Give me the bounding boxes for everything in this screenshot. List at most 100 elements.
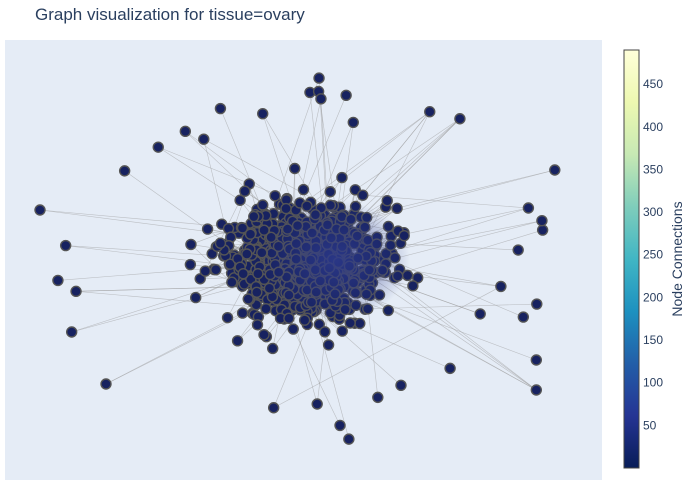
graph-node[interactable]: [324, 186, 336, 198]
graph-node[interactable]: [236, 307, 249, 319]
graph-node[interactable]: [340, 89, 352, 101]
graph-node[interactable]: [512, 244, 524, 256]
graph-node[interactable]: [234, 194, 246, 206]
graph-edge: [315, 309, 402, 386]
graph-node[interactable]: [395, 379, 407, 391]
colorbar-gradient: [623, 49, 640, 469]
graph-node[interactable]: [267, 342, 279, 355]
graph-node[interactable]: [336, 171, 348, 184]
chart-title: Graph visualization for tissue=ovary: [35, 5, 305, 24]
colorbar-tick-label: 400: [643, 120, 663, 134]
graph-node[interactable]: [257, 107, 269, 120]
graph-node[interactable]: [298, 314, 311, 326]
graph-node[interactable]: [407, 280, 419, 292]
graph-node[interactable]: [549, 164, 561, 176]
colorbar-tick-label: 350: [643, 162, 663, 176]
graph-node[interactable]: [221, 311, 234, 324]
colorbar-tick-label: 100: [643, 376, 663, 390]
graph-node[interactable]: [251, 286, 263, 298]
graph-node[interactable]: [530, 384, 543, 396]
graph-node[interactable]: [244, 228, 257, 240]
graph-node[interactable]: [214, 102, 227, 115]
graph-node[interactable]: [531, 298, 543, 310]
graph-node[interactable]: [152, 141, 164, 153]
graph-node[interactable]: [100, 378, 112, 390]
graph-node[interactable]: [357, 189, 369, 201]
graph-node[interactable]: [315, 93, 327, 105]
graph-node[interactable]: [313, 72, 325, 84]
graph-node[interactable]: [201, 223, 214, 235]
graph-node[interactable]: [344, 317, 356, 329]
graph-node[interactable]: [349, 184, 361, 196]
graph-node[interactable]: [287, 323, 299, 335]
graph-node[interactable]: [336, 325, 348, 337]
graph-node[interactable]: [313, 318, 325, 331]
graph-node[interactable]: [297, 183, 310, 196]
graph-node[interactable]: [536, 215, 548, 227]
colorbar: 50 100 150 200 250 300 350 400 450 Node Connecti…: [623, 49, 685, 469]
graph-node[interactable]: [179, 125, 192, 138]
graph-edge: [273, 286, 502, 409]
graph-node[interactable]: [258, 224, 270, 236]
graph-node[interactable]: [536, 224, 549, 236]
graph-node[interactable]: [226, 276, 238, 288]
graph-node[interactable]: [241, 248, 253, 260]
graph-node[interactable]: [334, 419, 346, 432]
graph-node[interactable]: [251, 319, 264, 331]
colorbar-title: Node Connections: [669, 201, 685, 316]
colorbar-tick-label: 250: [643, 248, 663, 262]
graph-node[interactable]: [495, 280, 507, 293]
colorbar-tick-label: 50: [643, 418, 657, 432]
graph-node[interactable]: [381, 195, 393, 207]
graph-node[interactable]: [444, 362, 456, 375]
graph-node[interactable]: [322, 339, 335, 351]
graph-node[interactable]: [391, 202, 403, 215]
graph-node[interactable]: [260, 303, 272, 315]
graph-node[interactable]: [52, 274, 64, 287]
graph-node[interactable]: [424, 106, 436, 118]
graph-node[interactable]: [372, 391, 384, 404]
graph-node[interactable]: [354, 317, 366, 330]
graph-node[interactable]: [267, 402, 280, 414]
graph-node[interactable]: [242, 293, 254, 305]
graph-node[interactable]: [214, 237, 227, 249]
graph-edge: [367, 303, 537, 310]
graph-node[interactable]: [269, 190, 281, 202]
graph-node[interactable]: [289, 162, 301, 175]
graph-node[interactable]: [34, 204, 46, 216]
graph-node[interactable]: [190, 291, 202, 304]
graph-node[interactable]: [248, 210, 260, 223]
graph-node[interactable]: [59, 239, 72, 252]
graph-node[interactable]: [347, 116, 359, 129]
graph-node[interactable]: [184, 258, 197, 271]
graph-node[interactable]: [70, 285, 82, 298]
graph-node[interactable]: [319, 326, 331, 338]
colorbar-tick-label: 300: [643, 205, 663, 219]
graph-node[interactable]: [530, 354, 543, 366]
graph-node[interactable]: [257, 199, 269, 211]
graph-node[interactable]: [343, 433, 355, 445]
graph-node[interactable]: [185, 238, 197, 251]
graph-node[interactable]: [382, 304, 394, 317]
graph-node[interactable]: [65, 326, 78, 338]
graph-node[interactable]: [118, 165, 131, 177]
graph-edge: [292, 328, 341, 426]
graph-node[interactable]: [236, 222, 249, 234]
graph-node[interactable]: [474, 308, 486, 320]
graph-node[interactable]: [198, 133, 210, 145]
graph-node[interactable]: [258, 328, 270, 341]
graph-node[interactable]: [239, 185, 251, 197]
graph-node[interactable]: [283, 312, 295, 325]
graph-node[interactable]: [224, 258, 236, 270]
graph-node[interactable]: [231, 335, 244, 347]
graph-node[interactable]: [280, 202, 292, 215]
graph-node[interactable]: [210, 263, 222, 276]
graph-node[interactable]: [194, 273, 206, 285]
colorbar-tick-label: 200: [643, 290, 663, 304]
graph-node[interactable]: [454, 113, 466, 125]
graph-node[interactable]: [311, 398, 323, 410]
graph-node[interactable]: [517, 311, 530, 323]
graph-node[interactable]: [522, 202, 535, 214]
graph-node[interactable]: [237, 267, 249, 280]
graph-node[interactable]: [199, 265, 211, 277]
